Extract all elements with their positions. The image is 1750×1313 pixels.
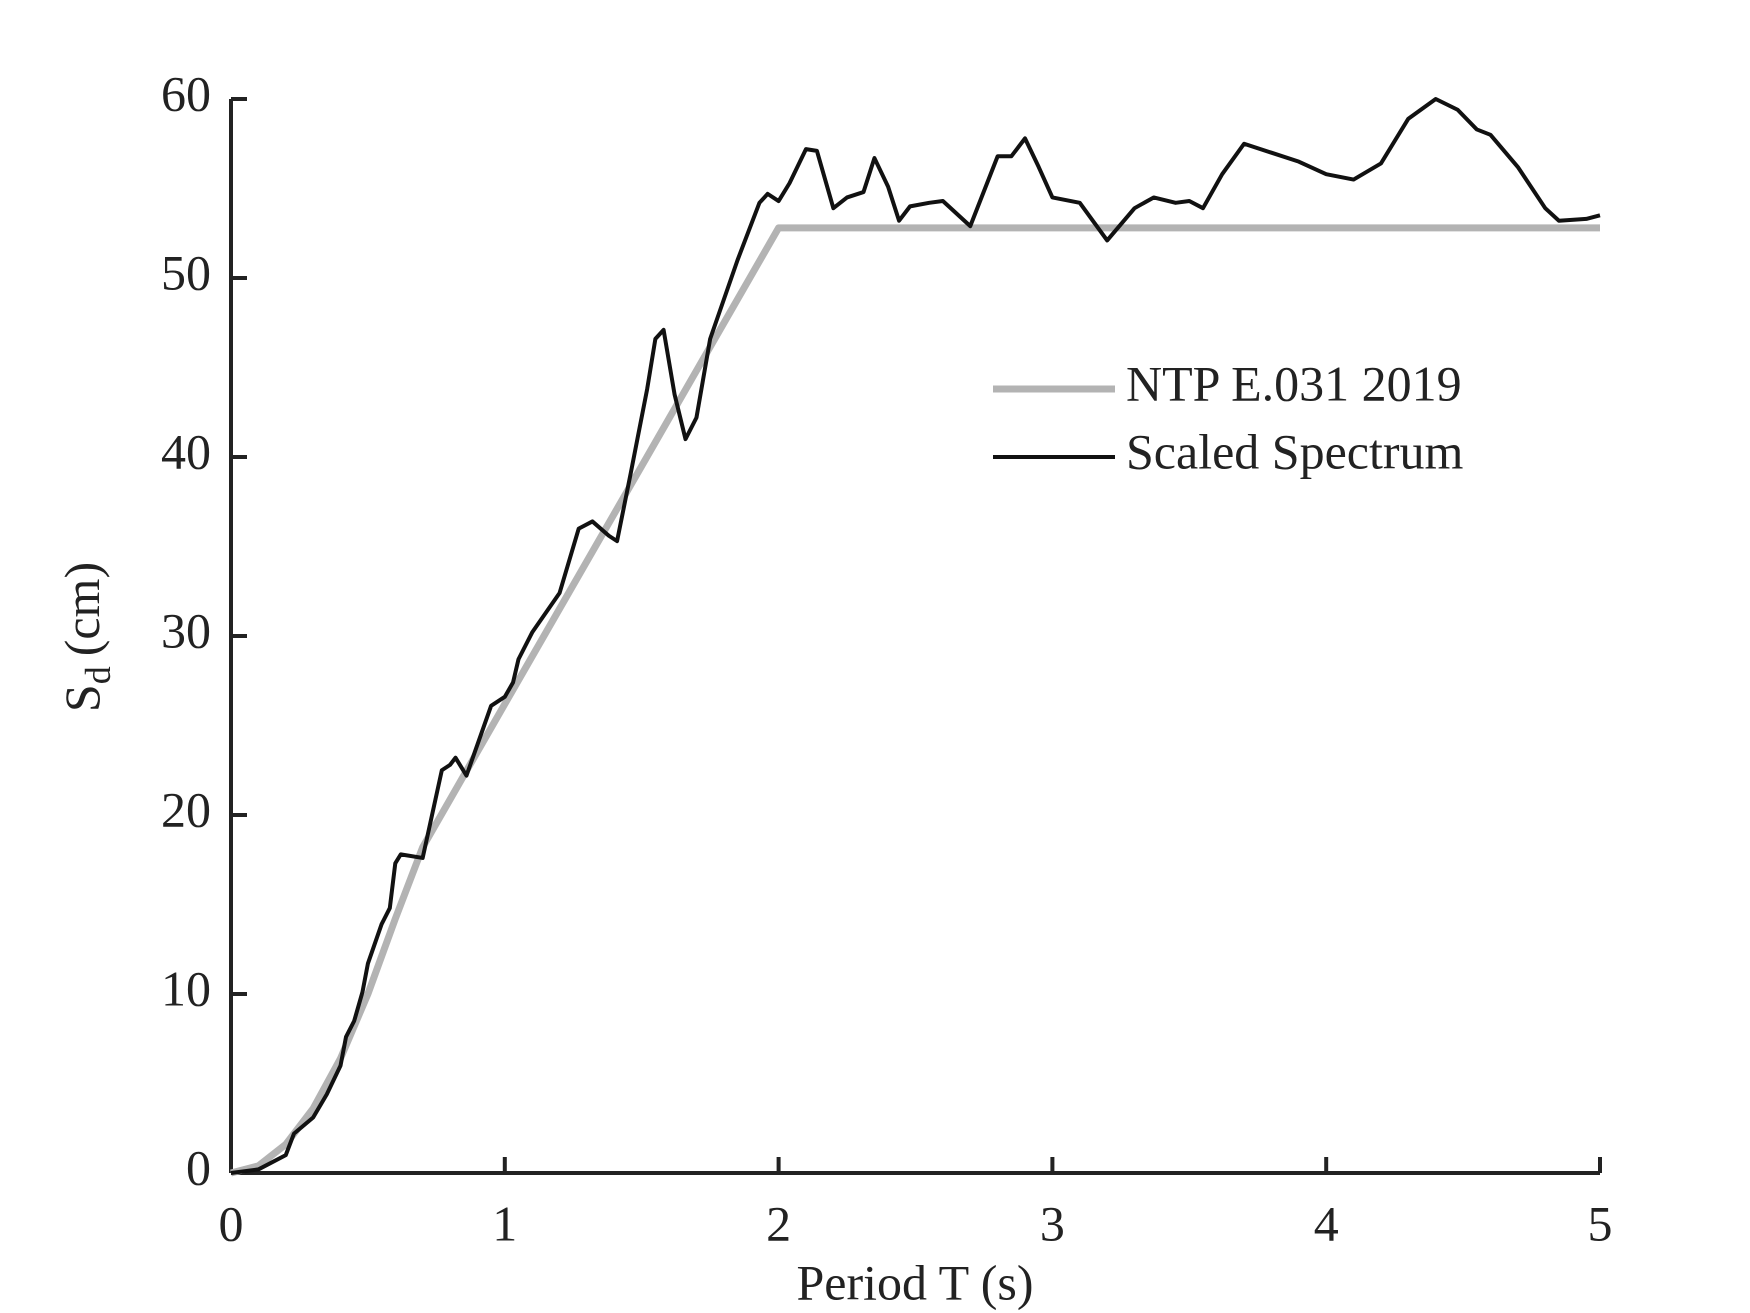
x-tick-label: 1 — [492, 1195, 517, 1251]
y-tick-label: 10 — [161, 960, 211, 1016]
x-tick-label: 3 — [1040, 1195, 1065, 1251]
series-line — [230, 97, 1601, 1175]
x-tick-label: 4 — [1314, 1195, 1339, 1251]
y-tick-label: 50 — [161, 244, 211, 300]
legend-label: NTP E.031 2019 — [1126, 355, 1462, 411]
y-tick-label: 60 — [161, 65, 211, 121]
y-tick-label: 0 — [186, 1139, 211, 1195]
x-axis-label: Period T (s) — [796, 1254, 1033, 1310]
series-line — [230, 224, 1600, 1177]
legend-label: Scaled Spectrum — [1126, 423, 1464, 479]
y-label-unit: (cm) — [54, 562, 110, 656]
y-tick-label: 30 — [161, 602, 211, 658]
y-axis-label: Sd (cm) — [54, 562, 118, 712]
x-tick-label: 2 — [766, 1195, 791, 1251]
y-label-sub: d — [78, 666, 118, 684]
x-tick-label: 5 — [1588, 1195, 1613, 1251]
y-tick-label: 40 — [161, 423, 211, 479]
y-label-main: S — [54, 684, 110, 712]
y-tick-label: 20 — [161, 781, 211, 837]
x-tick-label: 0 — [219, 1195, 244, 1251]
